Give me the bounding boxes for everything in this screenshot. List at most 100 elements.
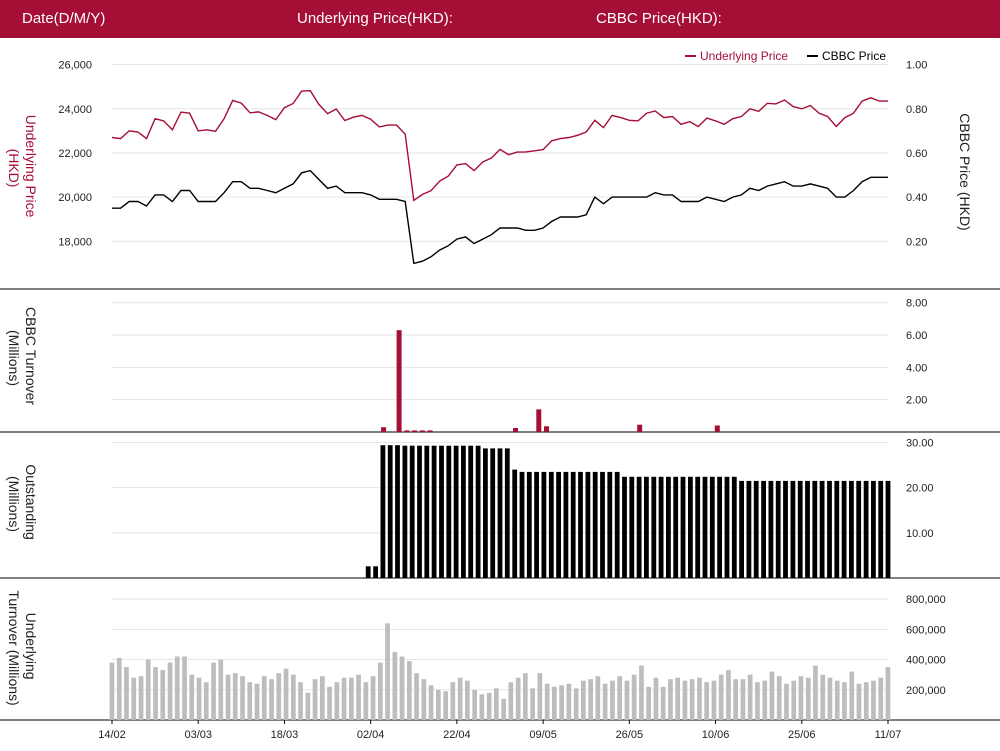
- underlying-turnover-bar: [878, 677, 884, 720]
- outstanding-axis-title: Outstanding (Millions): [6, 464, 39, 543]
- underlying-turnover-bar: [153, 667, 158, 720]
- outstanding-bar: [797, 480, 803, 578]
- underlying-turnover-bar: [494, 688, 499, 720]
- outstanding-bar: [636, 476, 642, 578]
- outstanding-bar: [717, 476, 722, 578]
- underlying-turnover-bar: [421, 679, 427, 720]
- underlying-turnover-bar: [704, 682, 709, 720]
- cbbc-price-axis-title: CBBC Price (HKD): [957, 113, 973, 230]
- underlying-turnover-bar: [138, 676, 144, 720]
- outstanding-bar: [563, 471, 569, 578]
- outstanding-bar: [395, 445, 400, 578]
- underlying-turnover-bar: [363, 682, 369, 720]
- underlying-turnover-tick-label: 600,000: [906, 624, 946, 636]
- info-header: Date(D/M/Y) Underlying Price(HKD): CBBC …: [0, 0, 1000, 38]
- left-tick-label: 20,000: [58, 192, 92, 204]
- underlying-turnover-bar: [211, 662, 216, 720]
- outstanding-bar: [387, 445, 393, 578]
- underlying-turnover-bar: [116, 658, 122, 720]
- underlying-turnover-bar: [414, 673, 419, 720]
- outstanding-bar: [746, 480, 752, 578]
- outstanding-bar: [380, 445, 386, 578]
- underlying-price-axis-title: Underlying Price (HKD): [6, 115, 39, 222]
- outstanding-bar: [512, 469, 518, 578]
- outstanding-bar: [871, 480, 876, 578]
- underlying-turnover-bar: [711, 680, 717, 720]
- outstanding-bar: [614, 471, 620, 578]
- chart-area: Underlying Price CBBC Price Underlying P…: [0, 49, 1000, 741]
- outstanding-bar: [439, 445, 444, 578]
- underlying-turnover-bar: [834, 680, 840, 720]
- underlying-turnover-bar: [733, 679, 738, 720]
- cbbc-turnover-bar: [419, 430, 425, 432]
- underlying-turnover-bar: [784, 683, 789, 720]
- underlying-turnover-bar: [776, 676, 782, 720]
- outstanding-bar: [651, 476, 657, 578]
- outstanding-bar: [841, 480, 847, 578]
- underlying-turnover-bar: [486, 692, 492, 720]
- outstanding-bar: [541, 471, 547, 578]
- outstanding-bar: [819, 480, 825, 578]
- left-tick-label: 18,000: [58, 236, 92, 248]
- outstanding-bar: [461, 445, 466, 578]
- outstanding-bar: [629, 476, 635, 578]
- outstanding-bar: [497, 448, 503, 578]
- cbbc-turnover-axis-title: CBBC Turnover (Millions): [6, 307, 39, 409]
- underlying-turnover-bar: [740, 679, 746, 720]
- legend-cbbc: CBBC Price: [822, 49, 886, 63]
- right-tick-label: 0.40: [906, 192, 927, 204]
- underlying-turnover-bar: [689, 679, 695, 720]
- outstanding-bar: [600, 471, 605, 578]
- underlying-turnover-bar: [428, 685, 434, 720]
- outstanding-bar: [490, 448, 496, 578]
- underlying-turnover-bar: [559, 685, 564, 720]
- underlying-turnover-bar: [501, 698, 506, 720]
- outstanding-bar: [585, 471, 591, 578]
- outstanding-bar: [805, 480, 810, 578]
- outstanding-bar: [402, 445, 408, 578]
- x-tick-label: 11/07: [875, 729, 902, 741]
- underlying-turnover-bar: [174, 656, 180, 720]
- outstanding-tick-label: 20.00: [906, 483, 934, 495]
- outstanding-bar: [688, 476, 693, 578]
- underlying-turnover-bar: [349, 677, 354, 720]
- underlying-turnover-bar: [189, 674, 195, 720]
- outstanding-bar: [849, 480, 854, 578]
- outstanding-bar: [783, 480, 788, 578]
- underlying-turnover-bar: [341, 677, 347, 720]
- underlying-turnover-bar: [465, 680, 470, 720]
- outstanding-bar: [409, 445, 415, 578]
- underlying-turnover-tick-label: 400,000: [906, 655, 946, 667]
- underlying-turnover-bar: [320, 676, 325, 720]
- cbbc-price-label: CBBC Price(HKD):: [596, 10, 722, 27]
- underlying-turnover-bar: [762, 680, 768, 720]
- underlying-turnover-bar: [544, 683, 550, 720]
- underlying-turnover-bar: [225, 674, 231, 720]
- outstanding-bar: [592, 471, 598, 578]
- underlying-turnover-bar: [378, 662, 383, 720]
- plot-layer: 26,000 24,000 22,000 20,000 18,000 1.00 0.80 0.…: [58, 60, 945, 741]
- underlying-turnover-bar: [450, 682, 456, 720]
- x-tick-label: 26/05: [616, 729, 644, 741]
- cbbc-turnover-bar: [714, 425, 720, 432]
- x-tick-label: 18/03: [271, 729, 299, 741]
- underlying-turnover-bar: [631, 674, 637, 720]
- outstanding-bar: [702, 476, 708, 578]
- underlying-turnover-bar: [726, 670, 731, 720]
- right-tick-label: 0.60: [906, 148, 927, 160]
- outstanding-bar: [417, 445, 422, 578]
- x-tick-label: 22/04: [443, 729, 471, 741]
- underlying-turnover-bar: [617, 676, 622, 720]
- outstanding-bar: [373, 566, 378, 578]
- outstanding-bar: [365, 566, 371, 578]
- cbbc-turnover-bar: [381, 427, 387, 432]
- underlying-turnover-bar: [399, 656, 405, 720]
- underlying-turnover-bar: [573, 688, 579, 720]
- left-tick-label: 26,000: [58, 60, 92, 72]
- date-label: Date(D/M/Y): [22, 10, 106, 27]
- underlying-turnover-bar: [849, 671, 855, 720]
- outstanding-bar: [761, 480, 766, 578]
- cbbc-price-line: [112, 169, 888, 265]
- underlying-turnover-bar: [530, 688, 535, 720]
- x-tick-label: 09/05: [529, 729, 557, 741]
